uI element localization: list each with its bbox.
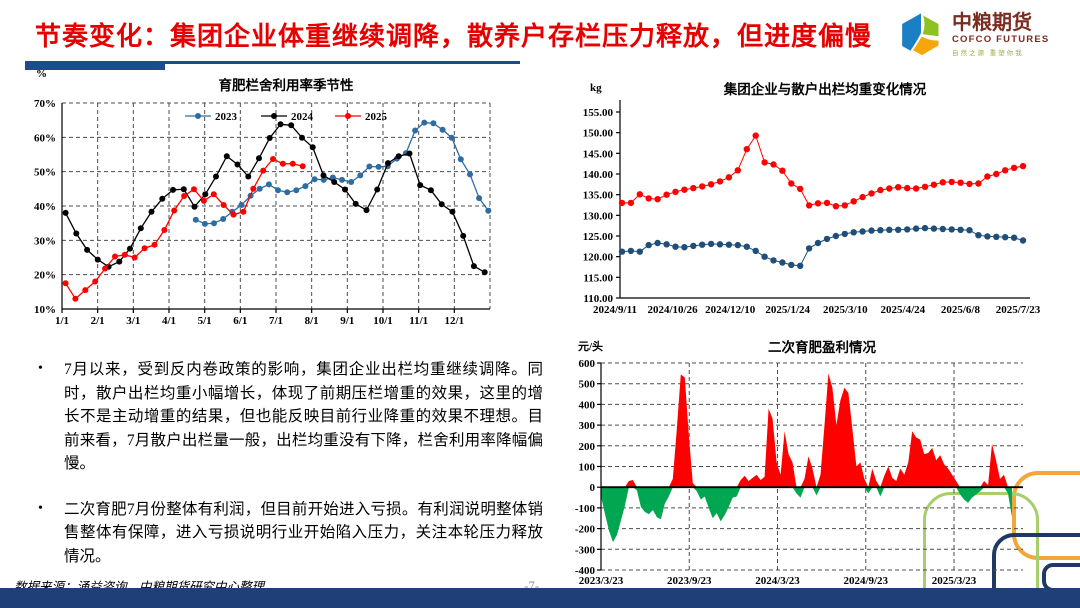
svg-text:145.00: 145.00 [583,148,614,160]
svg-text:0: 0 [590,482,596,494]
bullet-dot: • [38,361,43,376]
logo-name-cn: 中粮期货 [952,12,1032,34]
commentary-bullets: • 7月以来，受到反内卷政策的影响，集团企业出栏均重继续调降。同时，散户出栏均重… [38,358,543,590]
bullet-text-1: 7月以来，受到反内卷政策的影响，集团企业出栏均重继续调降。同时，散户出栏均重小幅… [64,361,543,473]
svg-text:9/1: 9/1 [340,315,354,327]
cofco-logo: 中粮期货 COFCO FUTURES 自然之源 重塑你我 [898,12,1049,58]
svg-text:155.00: 155.00 [583,107,614,119]
svg-text:400: 400 [579,399,596,411]
svg-text:10%: 10% [34,304,56,316]
chart2-title: 集团企业与散户出栏均重变化情况 [723,82,927,97]
title-underline-thick [25,61,165,70]
svg-text:2025: 2025 [365,111,388,123]
logo-name-en: COFCO FUTURES [952,34,1050,45]
svg-text:2024/9/23: 2024/9/23 [843,575,888,587]
svg-text:2025/3/23: 2025/3/23 [932,575,977,587]
decorative-rounded-line-green [923,492,1039,608]
chart1-unit-label: % [36,68,47,80]
svg-text:11/1: 11/1 [409,315,428,327]
svg-text:2025/3/10: 2025/3/10 [823,304,868,316]
svg-text:5/1: 5/1 [198,315,212,327]
svg-text:300: 300 [579,420,596,432]
svg-text:12/1: 12/1 [445,315,465,327]
chart-secondary-fattening-profit: -400 -300 -200 -100 0 100 200 300 400 500 600 2023/… [575,358,1023,587]
svg-text:2025/7/23: 2025/7/23 [996,304,1041,316]
svg-text:140.00: 140.00 [583,169,614,181]
cofco-logo-mark [902,12,941,58]
svg-text:2025/4/24: 2025/4/24 [881,304,926,316]
svg-text:4/1: 4/1 [162,315,176,327]
svg-text:2023: 2023 [215,111,238,123]
svg-text:2/1: 2/1 [91,315,105,327]
chart-avg-weight: 110.00 115.00 120.00 125.00 130.00 135.00 140.… [583,100,1041,316]
svg-text:2024/3/23: 2024/3/23 [755,575,800,587]
svg-text:20%: 20% [34,270,56,282]
cofco-logo-text: 中粮期货 COFCO FUTURES 自然之源 重塑你我 [952,12,1050,58]
svg-text:2024/9/11: 2024/9/11 [593,304,637,316]
svg-text:1/1: 1/1 [55,315,69,327]
svg-text:130.00: 130.00 [583,210,614,222]
svg-text:500: 500 [579,379,596,391]
chart2-unit-label: kg [590,82,602,94]
svg-text:3/1: 3/1 [126,315,140,327]
svg-text:7/1: 7/1 [269,315,283,327]
svg-text:2023/3/23: 2023/3/23 [579,575,624,587]
chart-pen-utilization: 1/1 2/1 3/1 4/1 5/1 6/1 7/1 8/1 9/1 10/1 11/1 12/1 7… [34,98,492,327]
chart3-unit-label: 元/头 [578,341,604,353]
bullet-text-2: 二次育肥7月份整体有利润，但目前开始进入亏损。有利润说明整体销售整体有保障，进入… [64,500,543,565]
bullet-item: • 二次育肥7月份整体有利润，但目前开始进入亏损。有利润说明整体销售整体有保障，… [38,498,543,569]
svg-text:150.00: 150.00 [583,128,614,140]
svg-text:600: 600 [579,358,596,370]
svg-text:-100: -100 [575,503,596,515]
svg-text:2024: 2024 [291,111,314,123]
svg-text:135.00: 135.00 [583,190,614,202]
bullet-item: • 7月以来，受到反内卷政策的影响，集团企业出栏均重继续调降。同时，散户出栏均重… [38,358,543,476]
svg-text:2023/9/23: 2023/9/23 [667,575,712,587]
svg-text:2025/1/24: 2025/1/24 [765,304,810,316]
chart1-title: 育肥栏舍利用率季节性 [218,78,354,93]
svg-text:8/1: 8/1 [305,315,319,327]
svg-text:-400: -400 [575,565,596,577]
logo-tagline: 自然之源 重塑你我 [952,50,1024,57]
svg-text:30%: 30% [34,235,56,247]
svg-text:6/1: 6/1 [233,315,247,327]
svg-text:125.00: 125.00 [583,231,614,243]
svg-text:-200: -200 [575,524,596,536]
svg-text:115.00: 115.00 [583,272,613,284]
svg-text:2025/6/8: 2025/6/8 [941,304,981,316]
bullet-dot: • [38,500,43,516]
svg-text:10/1: 10/1 [373,315,393,327]
svg-text:60%: 60% [34,132,56,144]
svg-text:100: 100 [579,462,596,474]
page-title: 节奏变化：集团企业体重继续调降，散养户存栏压力释放，但进度偏慢 [35,21,873,51]
svg-text:120.00: 120.00 [583,252,614,264]
svg-text:2024/10/26: 2024/10/26 [648,304,699,316]
svg-text:110.00: 110.00 [583,293,613,305]
svg-text:40%: 40% [34,201,56,213]
title-underline-thin [165,61,520,64]
chart3-title: 二次育肥盈利情况 [768,340,876,355]
footer-bar [0,588,1080,608]
svg-text:70%: 70% [34,98,56,110]
svg-text:2024/12/10: 2024/12/10 [705,304,756,316]
svg-text:50%: 50% [34,167,56,179]
svg-text:200: 200 [579,441,596,453]
svg-text:-300: -300 [575,544,596,556]
